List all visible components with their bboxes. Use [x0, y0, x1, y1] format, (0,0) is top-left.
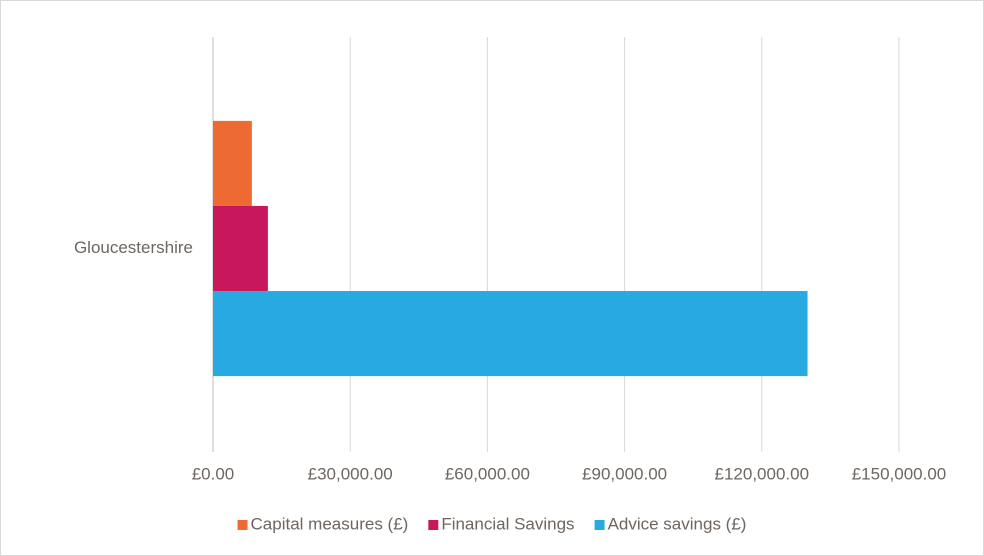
x-tick-label: £30,000.00	[308, 464, 393, 483]
legend-label: Capital measures (£)	[251, 514, 409, 533]
legend-swatch	[237, 520, 248, 530]
legend-label: Financial Savings	[441, 514, 574, 533]
legend-label: Advice savings (£)	[608, 514, 747, 533]
bar	[213, 120, 252, 206]
x-tick-label: £150,000.00	[852, 464, 947, 483]
legend-swatch	[594, 520, 605, 530]
bar	[213, 291, 808, 377]
y-tick-label: Gloucestershire	[74, 238, 193, 257]
x-tick-label: £60,000.00	[445, 464, 530, 483]
x-tick-label: £90,000.00	[582, 464, 667, 483]
bar	[213, 205, 268, 292]
legend-swatch	[428, 520, 439, 530]
x-tick-label: £120,000.00	[715, 464, 810, 483]
x-tick-label: £0.00	[192, 464, 235, 483]
